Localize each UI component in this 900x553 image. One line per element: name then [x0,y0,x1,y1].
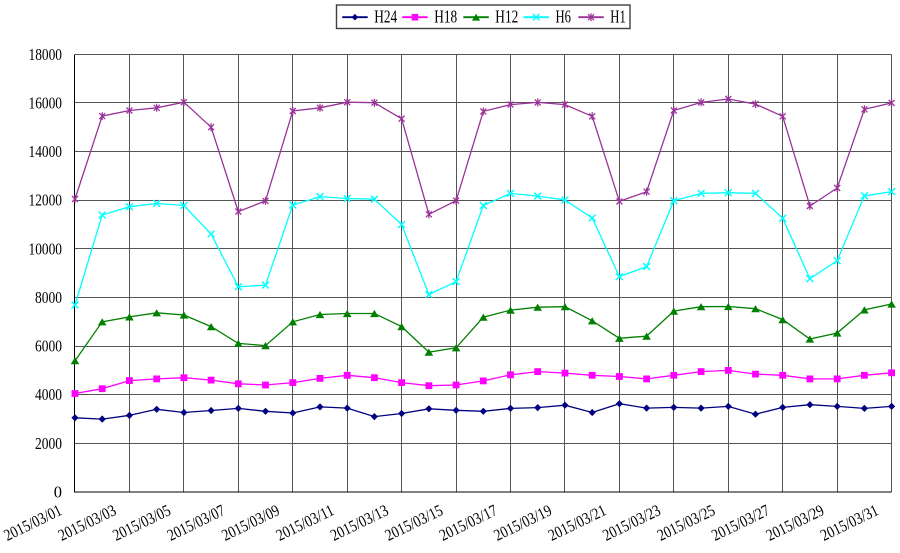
svg-text:10000: 10000 [29,239,63,258]
svg-text:18000: 18000 [29,45,63,64]
svg-text:6000: 6000 [35,337,62,356]
svg-text:H24: H24 [374,7,397,27]
svg-text:12000: 12000 [29,191,63,210]
svg-text:H1: H1 [610,7,626,27]
svg-text:H12: H12 [495,7,518,27]
svg-text:H6: H6 [556,7,572,27]
svg-text:0: 0 [54,483,62,502]
svg-text:4000: 4000 [35,385,62,404]
svg-text:2000: 2000 [35,434,62,453]
svg-text:16000: 16000 [29,93,63,112]
svg-text:8000: 8000 [35,288,62,307]
svg-text:H18: H18 [434,7,457,27]
svg-text:14000: 14000 [29,142,63,161]
